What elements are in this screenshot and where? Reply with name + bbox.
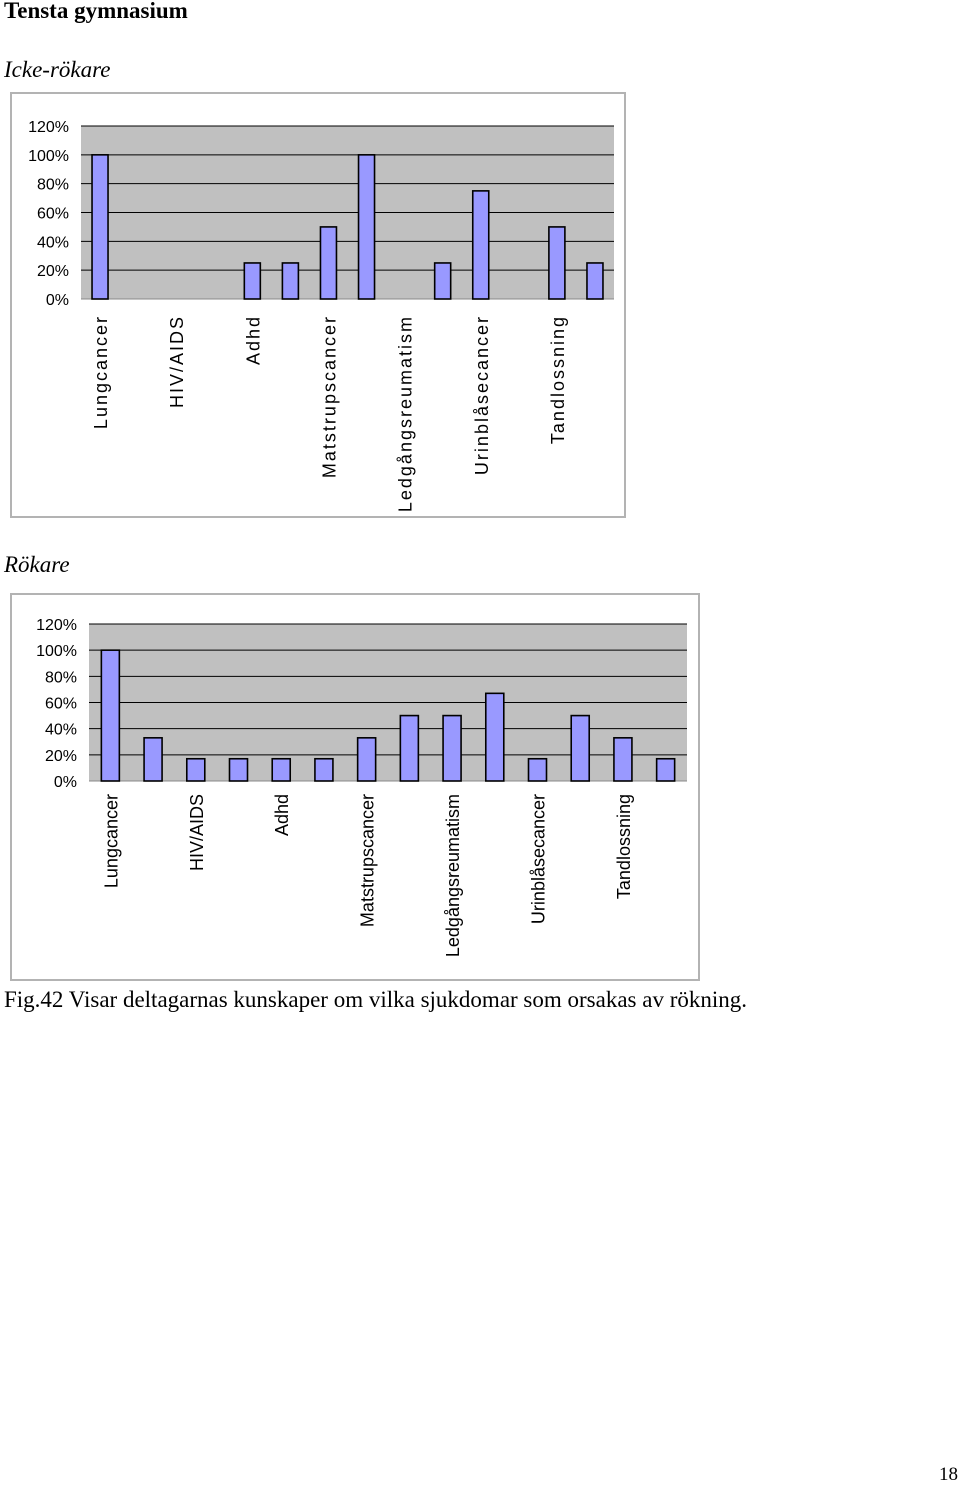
bar <box>314 757 334 782</box>
category-label: Adhd <box>243 315 263 365</box>
bar <box>271 757 292 782</box>
y-tick-label: 60% <box>45 696 77 713</box>
chart1-frame: 120% 100% 80% 60% 40% 20% 0% Lungcancer HIV/AIDS… <box>10 92 626 518</box>
bar <box>484 692 505 782</box>
y-tick-label: 100% <box>28 148 69 165</box>
bar <box>356 737 377 782</box>
bar <box>655 757 676 782</box>
bar <box>471 190 490 300</box>
bar <box>433 262 452 300</box>
chart2-frame: 120% 100% 80% 60% 40% 20% 0% Lungcancer HIV/AIDS… <box>10 593 700 981</box>
bar <box>586 262 604 300</box>
bar <box>143 737 163 782</box>
bar <box>527 757 548 782</box>
bar <box>319 226 338 300</box>
category-label: Lungcancer <box>91 315 111 429</box>
y-tick-label: 100% <box>36 643 77 660</box>
category-label: Ledgångsreumatism <box>396 315 416 512</box>
y-tick-label: 40% <box>37 234 69 251</box>
y-tick-label: 20% <box>45 748 77 765</box>
bar <box>243 262 262 300</box>
figure-caption: Fig.42 Visar deltagarnas kunskaper om vi… <box>4 987 748 1012</box>
bar <box>281 262 300 300</box>
y-tick-label: 80% <box>45 669 77 686</box>
category-label: Urinblåsecancer <box>529 794 549 924</box>
category-label: Tandlossning <box>614 794 634 899</box>
y-tick-label: 60% <box>37 206 69 223</box>
y-tick-label: 120% <box>28 119 69 136</box>
bar <box>185 757 206 782</box>
bar <box>228 757 249 782</box>
category-label: Matstrupscancer <box>319 315 339 478</box>
y-tick-label: 0% <box>46 292 69 309</box>
document-heading: Tensta gymnasium <box>4 0 188 23</box>
bar <box>570 714 591 782</box>
chart1-svg: 120% 100% 80% 60% 40% 20% 0% Lungcancer HIV/AIDS… <box>28 119 614 512</box>
category-label: HIV/AIDS <box>187 794 207 871</box>
category-label: Ledgångsreumatism <box>443 794 463 957</box>
category-label: Adhd <box>272 794 292 836</box>
bar <box>357 154 376 300</box>
y-tick-label: 40% <box>45 722 77 739</box>
chart2-svg: 120% 100% 80% 60% 40% 20% 0% Lungcancer HIV/AIDS… <box>36 617 687 957</box>
bar <box>100 649 121 782</box>
category-label: HIV/AIDS <box>167 315 187 408</box>
y-tick-label: 120% <box>36 617 77 634</box>
category-label: Tandlossning <box>548 315 568 444</box>
y-tick-label: 20% <box>37 263 69 280</box>
chart2-title: Rökare <box>4 552 70 577</box>
page-number: 18 <box>939 1464 958 1485</box>
bar <box>548 226 566 300</box>
category-label: Urinblåsecancer <box>472 315 492 475</box>
bar <box>442 714 462 782</box>
chart1-title: Icke-rökare <box>4 57 111 82</box>
category-label: Matstrupscancer <box>358 794 378 927</box>
y-tick-label: 80% <box>37 177 69 194</box>
bar <box>399 714 420 782</box>
category-label: Lungcancer <box>101 794 121 888</box>
bar <box>613 737 633 782</box>
bar <box>91 154 109 300</box>
y-tick-label: 0% <box>54 774 77 791</box>
